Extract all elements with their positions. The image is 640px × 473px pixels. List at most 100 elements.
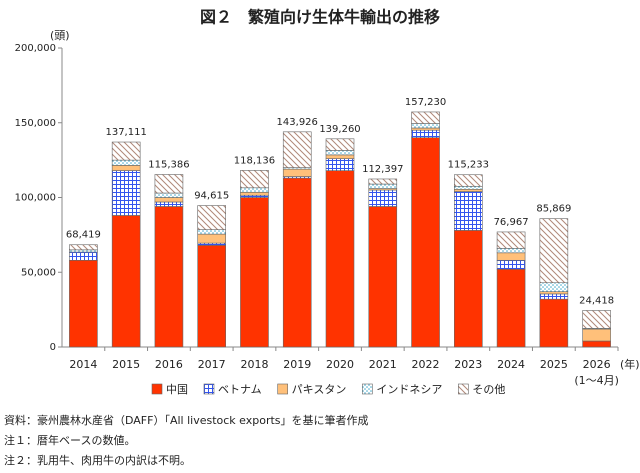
bar-segment — [69, 259, 98, 348]
total-label: 137,111 — [105, 127, 146, 138]
bar-segment — [197, 205, 226, 230]
bar-segment — [539, 298, 569, 348]
bar-segment — [154, 201, 184, 207]
y-tick-label: 0 — [50, 342, 56, 353]
x-tick-label: 2019 — [283, 358, 311, 371]
note: 注１：暦年ベースの数値。 — [4, 433, 135, 447]
x-tick-label: 2016 — [155, 358, 183, 371]
bar-segment — [368, 206, 398, 348]
bar-segment — [325, 138, 355, 151]
bar-segment — [69, 249, 98, 253]
legend-label: ベトナム — [218, 383, 262, 396]
y-tick-label: 100,000 — [15, 193, 56, 204]
category-note: (1～4月) — [574, 374, 619, 387]
bar-segment — [368, 183, 398, 189]
bar-segment — [582, 310, 611, 329]
bar-segment — [539, 218, 569, 284]
y-tick-label: 150,000 — [15, 118, 56, 129]
legend-label: 中国 — [166, 383, 188, 396]
bar-segment — [411, 127, 440, 131]
legend-label: インドネシア — [376, 383, 442, 396]
x-tick-label: 2015 — [112, 358, 140, 371]
bar-segment — [496, 268, 526, 348]
bar-segment — [69, 251, 98, 261]
bar-segment — [539, 291, 569, 295]
total-label: 115,386 — [148, 159, 189, 170]
bar-segment — [111, 215, 141, 348]
legend-swatch — [362, 383, 373, 395]
total-label: 76,967 — [494, 217, 529, 228]
total-label: 112,397 — [362, 164, 403, 175]
total-label: 115,233 — [448, 160, 489, 171]
bar-segment — [154, 192, 184, 198]
total-label: 68,419 — [66, 230, 101, 241]
x-tick-label: 2025 — [540, 358, 568, 371]
bar-segment — [240, 170, 269, 189]
bar-segment — [282, 168, 312, 177]
total-label: 85,869 — [536, 204, 571, 215]
note: 注２：乳用牛、肉用牛の内訳は不明。 — [4, 453, 191, 467]
x-tick-label: 2026 — [583, 358, 611, 371]
bar-segment — [582, 340, 611, 348]
bar-segment — [411, 111, 440, 124]
bar-segment — [154, 174, 184, 194]
bar-segment — [240, 187, 269, 193]
bar-segment — [240, 194, 269, 198]
bar-segment — [197, 242, 226, 246]
total-label: 118,136 — [234, 155, 275, 166]
bar-segment — [154, 197, 184, 203]
x-unit: (年) — [620, 357, 640, 371]
bar-segment — [539, 293, 569, 300]
total-label: 157,230 — [405, 97, 446, 108]
legend-swatch — [151, 383, 163, 395]
bar-segment — [454, 188, 483, 192]
x-tick-label: 2022 — [412, 358, 440, 371]
bar-segment — [69, 244, 98, 251]
bar-segment — [411, 129, 440, 139]
legend-swatch — [458, 383, 469, 395]
legend-label: その他 — [472, 383, 505, 396]
bar-segment — [411, 137, 440, 348]
x-tick-label: 2020 — [326, 358, 354, 371]
bar-segment — [582, 328, 611, 342]
bar-segment — [325, 154, 355, 159]
bar-segment — [496, 248, 526, 254]
bar-segment — [325, 150, 355, 156]
x-tick-label: 2021 — [369, 358, 397, 371]
x-tick-label: 2014 — [69, 358, 97, 371]
x-tick-label: 2018 — [240, 358, 268, 371]
bar-segment — [197, 245, 226, 348]
total-label: 24,418 — [579, 295, 614, 306]
y-tick-label: 50,000 — [21, 267, 56, 278]
bar-segment — [368, 189, 398, 207]
bar-segment — [539, 282, 569, 292]
bar-segment — [154, 206, 184, 348]
x-tick-label: 2017 — [198, 358, 226, 371]
bar-segment — [368, 178, 398, 185]
total-label: 143,926 — [277, 117, 318, 128]
y-tick-label: 200,000 — [15, 43, 56, 54]
bar-segment — [454, 191, 483, 231]
bar-segment — [240, 197, 269, 348]
bar-segment — [111, 159, 141, 166]
bar-segment — [454, 174, 483, 187]
bar-segment — [111, 141, 141, 161]
bar-segment — [240, 191, 269, 196]
bar-segment — [325, 170, 355, 348]
bar-segment — [411, 123, 440, 129]
legend-swatch — [277, 383, 288, 395]
bar-segment — [111, 165, 141, 171]
chart-title: 図２ 繁殖向け生体牛輸出の推移 — [200, 8, 440, 27]
bar-segment — [197, 233, 226, 244]
bar-segment — [454, 230, 483, 348]
y-unit: (頭) — [50, 29, 70, 42]
legend-label: パキスタン — [292, 383, 347, 396]
bar-segment — [282, 131, 312, 168]
note: 資料：豪州農林水産省（DAFF）「All livestock exports」を… — [4, 413, 369, 427]
total-label: 94,615 — [194, 191, 229, 202]
x-tick-label: 2024 — [497, 358, 525, 371]
bar-segment — [496, 259, 526, 270]
legend-swatch — [203, 383, 215, 395]
bar-segment — [282, 177, 312, 348]
